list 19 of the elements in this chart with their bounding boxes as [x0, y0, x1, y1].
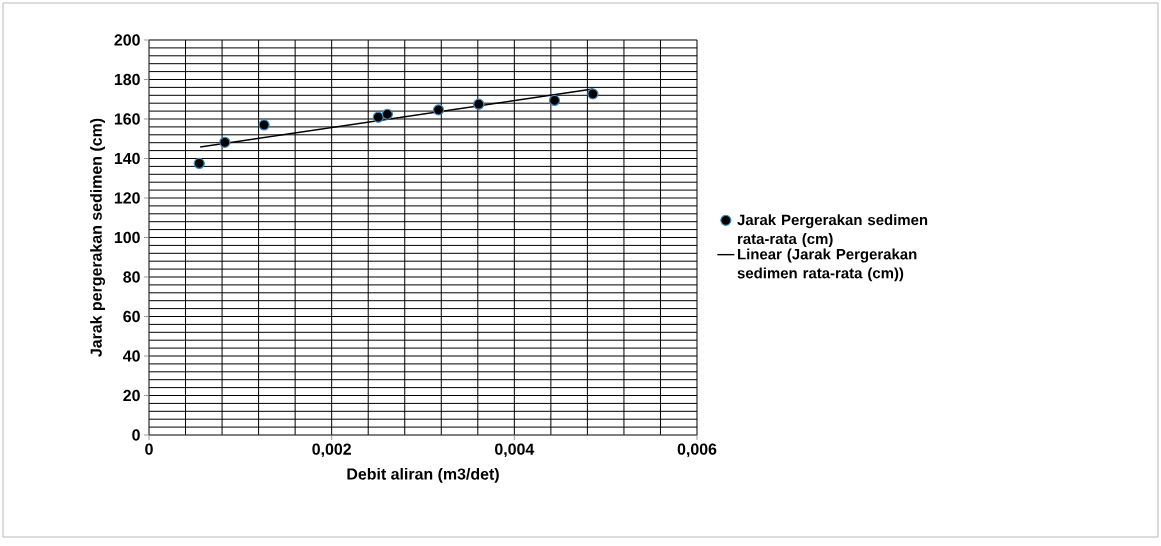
- y-tick-label: 180: [114, 73, 140, 86]
- y-tick-label: 100: [114, 231, 140, 244]
- legend-label: Linear (Jarak Pergerakan sedimen rata-rata (cm)): [737, 248, 917, 282]
- legend-label: Jarak Pergerakan sedimen rata-rata (cm): [737, 214, 928, 248]
- y-tick-label: 160: [114, 113, 140, 125]
- x-tick-label: 0: [145, 443, 153, 455]
- y-tick-label: 200: [114, 34, 140, 46]
- y-axis-title: Jarak pergerakan sedimen (cm): [90, 118, 106, 357]
- y-tick-label: 20: [123, 389, 140, 402]
- y-tick-label: 0: [132, 429, 140, 441]
- y-tick-label: 40: [122, 350, 140, 362]
- y-tick-label: 120: [114, 192, 140, 204]
- y-tick-label: 80: [123, 271, 140, 283]
- x-tick-label: 0,004: [495, 443, 535, 458]
- y-tick-label: 60: [123, 310, 140, 323]
- x-axis-title: Debit aliran (m3/det): [347, 467, 499, 483]
- x-tick-label: 0,006: [677, 443, 717, 458]
- y-tick-label: 140: [114, 152, 140, 165]
- x-tick-label: 0,002: [312, 443, 351, 458]
